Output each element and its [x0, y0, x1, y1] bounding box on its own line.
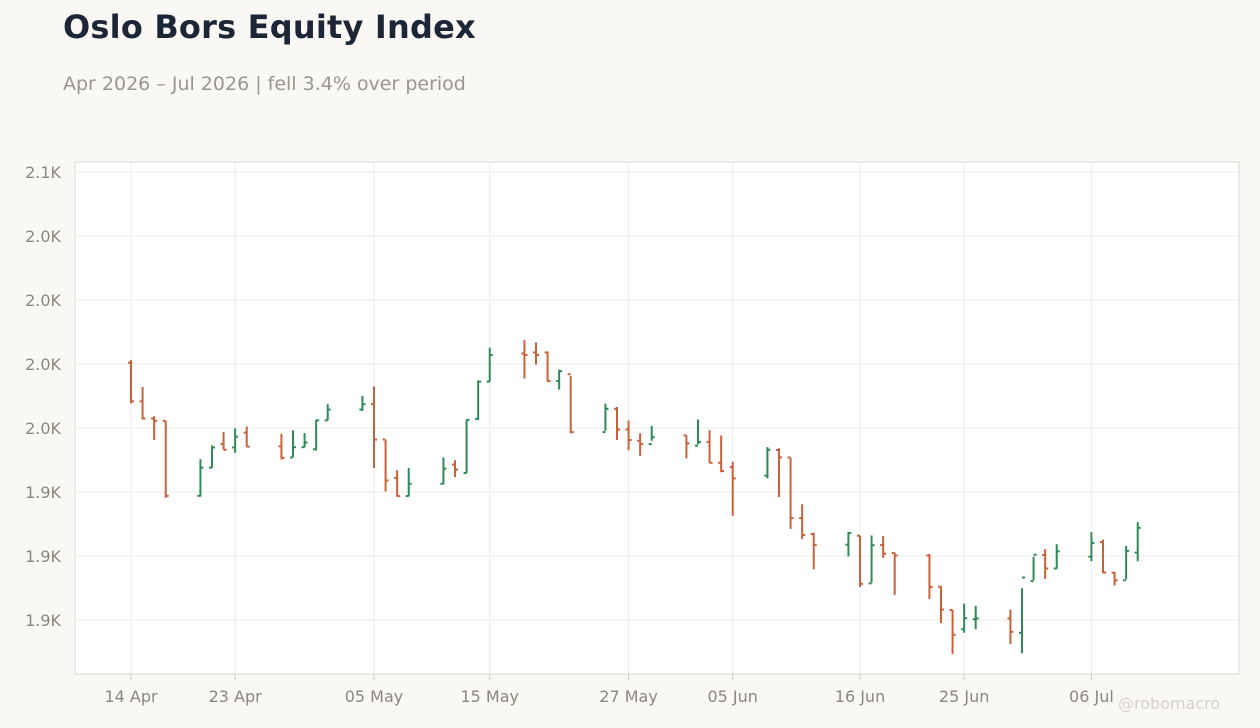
ohlc-bar [220, 432, 227, 451]
ohlc-bar [139, 387, 146, 420]
ohlc-bar [938, 585, 944, 624]
y-axis: 2.1K 2.0K 2.0K 2.0K 2.0K 1.9K 1.9K 1.9K [25, 163, 61, 630]
ohlc-bar [683, 434, 690, 459]
ohlc-bar [614, 406, 620, 441]
ohlc-bar [197, 459, 204, 497]
ohlc-bar [1123, 546, 1130, 582]
ohlc-bar [880, 536, 887, 558]
ohlc-bar [602, 403, 609, 434]
ohlc-bar [799, 504, 806, 540]
ohlc-bar [648, 425, 655, 446]
x-tick-label: 23 Apr [209, 687, 263, 706]
ohlc-bar [1134, 522, 1141, 562]
y-tick-label: 1.9K [25, 611, 61, 630]
ohlc-bar [845, 531, 852, 557]
ohlc-bar [440, 457, 447, 485]
ohlc-bar [394, 470, 401, 498]
ohlc-bar [637, 433, 644, 456]
ohlc-bar [301, 433, 308, 449]
ohlc-bar [313, 419, 320, 451]
ohlc-bar [764, 447, 771, 479]
ohlc-bar [868, 535, 875, 585]
ohlc-bar [857, 534, 863, 587]
ohlc-bar [544, 351, 551, 383]
ohlc-bar [706, 430, 713, 464]
ohlc-bar [533, 342, 539, 365]
x-tick-label: 27 May [599, 687, 658, 706]
ohlc-bar [475, 380, 482, 421]
ohlc-bar [151, 416, 158, 441]
ohlc-bar [567, 373, 574, 434]
ohlc-bar [405, 467, 412, 498]
watermark: @robomacro [1118, 694, 1221, 713]
x-tick-label: 25 Jun [939, 687, 989, 706]
ohlc-bar [949, 609, 956, 655]
ohlc-bar [521, 340, 528, 379]
plot-area [74, 161, 1240, 675]
ohlc-bar [1030, 553, 1037, 583]
ohlc-bar [961, 603, 968, 633]
ohlc-bar [787, 456, 794, 529]
ohlc-bar [162, 419, 169, 498]
ohlc-bar [359, 395, 366, 412]
x-tick-label: 16 Jun [835, 687, 885, 706]
ohlc-bar [926, 553, 933, 599]
x-tick-label: 05 May [345, 687, 404, 706]
x-tick-label: 15 May [460, 687, 519, 706]
ohlc-bar [324, 404, 331, 422]
ohlc-bars [128, 340, 1141, 655]
x-tick-label: 06 Jul [1069, 687, 1114, 706]
chart-title: Oslo Bors Equity Index [63, 8, 476, 46]
y-tick-label: 2.0K [25, 291, 61, 310]
ohlc-bar [486, 347, 493, 383]
ohlc-bar [290, 430, 296, 459]
y-tick-label: 1.9K [25, 547, 61, 566]
ohlc-bar [1007, 609, 1014, 645]
ohlc-bar [382, 438, 389, 492]
y-tick-label: 1.9K [25, 483, 61, 502]
ohlc-bar [776, 448, 782, 498]
ohlc-bar [232, 428, 239, 453]
ohlc-bar [371, 386, 377, 469]
ohlc-bar [695, 419, 701, 447]
y-tick-label: 2.0K [25, 227, 61, 246]
ohlc-bar [625, 420, 632, 451]
x-tick-label: 14 Apr [104, 687, 158, 706]
ohlc-bar [718, 435, 725, 473]
ohlc-bar [1111, 571, 1118, 586]
ohlc-bar [243, 426, 250, 448]
ohlc-bar [1053, 544, 1060, 570]
ohlc-bar [278, 433, 285, 460]
ohlc-bar [209, 445, 215, 469]
ohlc-bar [1019, 576, 1025, 654]
ohlc-bar [729, 461, 736, 516]
grid-lines [76, 163, 1238, 673]
ohlc-bar [452, 460, 458, 478]
ohlc-bar [891, 551, 898, 595]
y-tick-label: 2.1K [25, 163, 61, 182]
ohlc-bar [1100, 539, 1106, 574]
x-tick-label: 05 Jun [707, 687, 757, 706]
x-axis: 14 Apr 23 Apr 05 May 15 May 27 May 05 Jun 16 J… [104, 674, 1114, 706]
y-tick-label: 2.0K [25, 355, 61, 374]
ohlc-bar [128, 359, 134, 404]
ohlc-bar [463, 418, 470, 475]
ohlc-bar [1088, 532, 1095, 562]
ohlc-bar [556, 369, 563, 390]
y-tick-label: 2.0K [25, 419, 61, 438]
ohlc-bar [810, 532, 817, 570]
chart-subtitle: Apr 2026 – Jul 2026 | fell 3.4% over per… [63, 73, 466, 95]
ohlc-bar [972, 605, 979, 630]
ohlc-bar [1042, 549, 1049, 580]
